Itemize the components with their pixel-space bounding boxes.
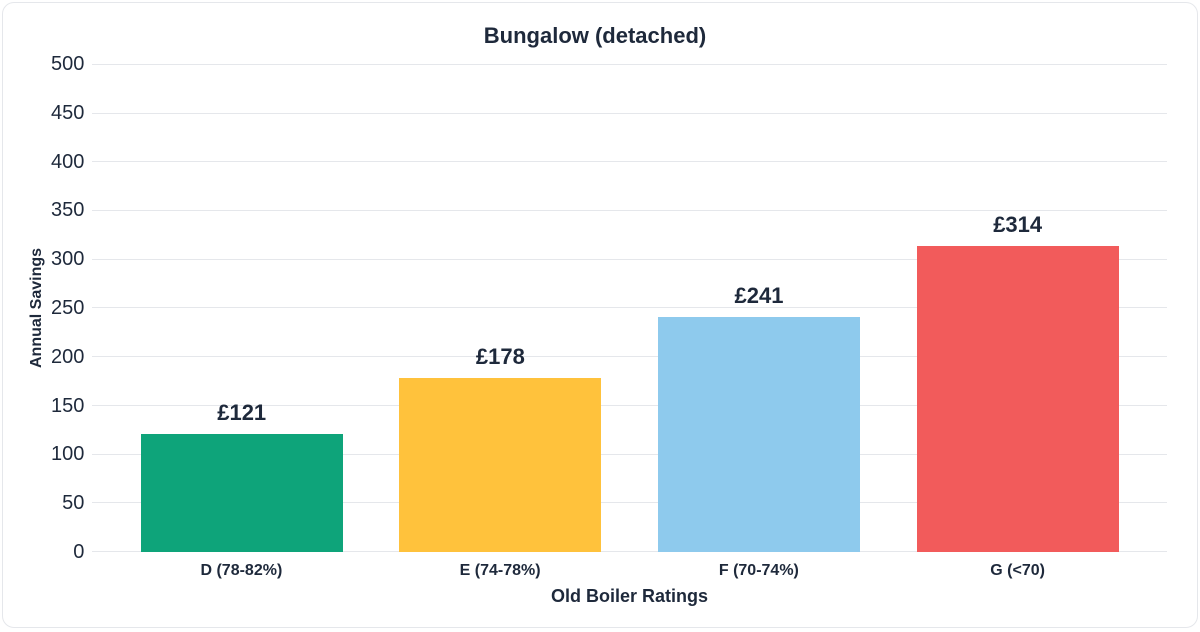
x-tick: E (74-78%) [371,562,630,580]
plot-area: £121 £178 £241 £314 [92,64,1167,552]
bar-slot: £241 [630,64,889,552]
bars-container: £121 £178 £241 £314 [92,64,1167,552]
bar-value-label: £314 [993,212,1042,238]
x-axis-label: Old Boiler Ratings [92,586,1167,607]
bar-value-label: £178 [476,344,525,370]
bar-f [658,317,860,552]
x-axis-ticks: D (78-82%) E (74-78%) F (70-74%) G (<70) [92,562,1167,580]
bar-value-label: £241 [735,283,784,309]
x-tick: G (<70) [888,562,1147,580]
x-tick: D (78-82%) [112,562,371,580]
bar-d [141,434,343,552]
bar-value-label: £121 [217,400,266,426]
bar-slot: £121 [112,64,371,552]
bar-slot: £178 [371,64,630,552]
chart-body: Annual Savings 500 450 400 350 300 250 2… [23,64,1167,552]
chart-card: Bungalow (detached) Annual Savings 500 4… [2,2,1198,628]
y-axis-ticks: 500 450 400 350 300 250 200 150 100 50 0 [51,64,92,552]
x-spacer [23,580,92,607]
bar-slot: £314 [888,64,1147,552]
chart-title: Bungalow (detached) [23,23,1167,49]
x-axis-row: D (78-82%) E (74-78%) F (70-74%) G (<70) [23,562,1167,580]
x-tick: F (70-74%) [630,562,889,580]
x-axis-label-row: Old Boiler Ratings [23,580,1167,607]
y-axis-label: Annual Savings [23,64,51,552]
bar-e [399,378,601,552]
x-spacer [23,562,92,580]
bar-g [917,246,1119,552]
